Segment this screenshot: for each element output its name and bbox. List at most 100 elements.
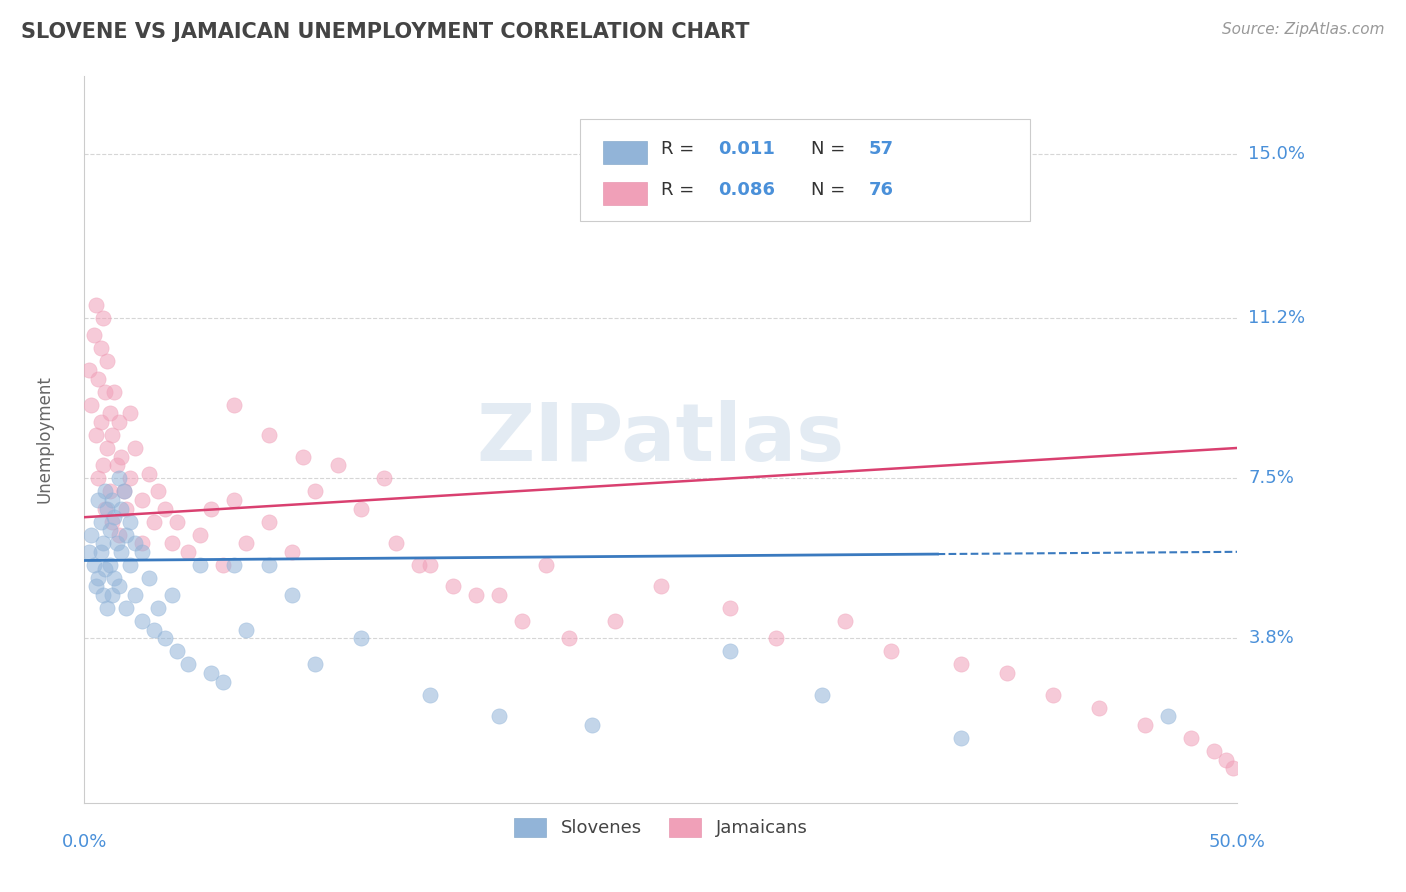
Point: [98, 523, 121, 537]
Point: [101, 492, 124, 507]
Point: [131, 545, 153, 559]
Text: Source: ZipAtlas.com: Source: ZipAtlas.com: [1222, 22, 1385, 37]
Point: [108, 579, 131, 593]
Point: [91, 536, 114, 550]
Text: ZIPatlas: ZIPatlas: [477, 401, 845, 478]
Point: [142, 623, 165, 637]
Point: [235, 536, 257, 550]
Point: [880, 644, 903, 658]
Point: [211, 674, 233, 689]
Point: [257, 428, 280, 442]
Point: [718, 601, 741, 615]
Point: [131, 536, 153, 550]
Point: [124, 588, 146, 602]
Point: [96, 501, 118, 516]
Point: [101, 588, 124, 602]
Point: [80, 527, 103, 541]
Text: N =: N =: [811, 139, 851, 158]
Point: [200, 665, 222, 680]
Point: [235, 623, 257, 637]
Point: [160, 536, 183, 550]
FancyBboxPatch shape: [603, 141, 647, 164]
Point: [326, 458, 349, 473]
Point: [120, 471, 142, 485]
Point: [281, 545, 304, 559]
Point: [84, 579, 107, 593]
Text: 7.5%: 7.5%: [1249, 469, 1295, 487]
Point: [110, 450, 132, 464]
FancyBboxPatch shape: [581, 120, 1029, 221]
Point: [384, 536, 406, 550]
Point: [650, 579, 672, 593]
Point: [1215, 752, 1237, 766]
Point: [419, 558, 441, 572]
Point: [557, 632, 579, 646]
Point: [98, 406, 121, 420]
Point: [89, 415, 111, 429]
Text: N =: N =: [811, 181, 851, 199]
Point: [105, 536, 128, 550]
Point: [84, 298, 107, 312]
Point: [83, 328, 105, 343]
Point: [488, 588, 510, 602]
Point: [534, 558, 557, 572]
Point: [304, 657, 326, 672]
Point: [91, 311, 114, 326]
Point: [1088, 700, 1111, 714]
Point: [1133, 718, 1156, 732]
Point: [112, 484, 135, 499]
Point: [224, 558, 246, 572]
Point: [834, 614, 856, 628]
Point: [292, 450, 315, 464]
Text: 3.8%: 3.8%: [1249, 630, 1294, 648]
Point: [373, 471, 395, 485]
Point: [91, 588, 114, 602]
Point: [83, 558, 105, 572]
Point: [200, 501, 222, 516]
Point: [87, 471, 110, 485]
Point: [108, 527, 131, 541]
Text: 57: 57: [869, 139, 893, 158]
Point: [160, 588, 183, 602]
Point: [153, 632, 176, 646]
FancyBboxPatch shape: [603, 182, 647, 205]
Point: [138, 571, 160, 585]
Point: [166, 515, 188, 529]
Point: [120, 515, 142, 529]
Text: 11.2%: 11.2%: [1249, 310, 1306, 327]
Point: [603, 614, 626, 628]
Point: [94, 562, 117, 576]
Point: [146, 601, 169, 615]
Point: [257, 515, 280, 529]
Point: [1204, 744, 1226, 758]
Point: [98, 484, 121, 499]
Point: [91, 458, 114, 473]
Text: 15.0%: 15.0%: [1249, 145, 1305, 162]
Text: Unemployment: Unemployment: [35, 376, 53, 503]
Point: [512, 614, 534, 628]
Point: [350, 632, 373, 646]
Point: [87, 372, 110, 386]
Point: [110, 545, 132, 559]
Point: [115, 501, 138, 516]
Text: 0.0%: 0.0%: [62, 833, 107, 851]
Point: [77, 363, 100, 377]
Point: [77, 545, 100, 559]
Point: [211, 558, 233, 572]
Point: [581, 718, 603, 732]
Point: [441, 579, 464, 593]
Point: [80, 398, 103, 412]
Point: [115, 527, 138, 541]
Point: [350, 501, 373, 516]
Point: [408, 558, 430, 572]
Point: [281, 588, 304, 602]
Point: [465, 588, 488, 602]
Point: [120, 558, 142, 572]
Point: [188, 527, 211, 541]
Text: R =: R =: [661, 139, 700, 158]
Text: R =: R =: [661, 181, 700, 199]
Point: [811, 688, 834, 702]
Point: [124, 441, 146, 455]
Point: [108, 415, 131, 429]
Point: [1042, 688, 1064, 702]
